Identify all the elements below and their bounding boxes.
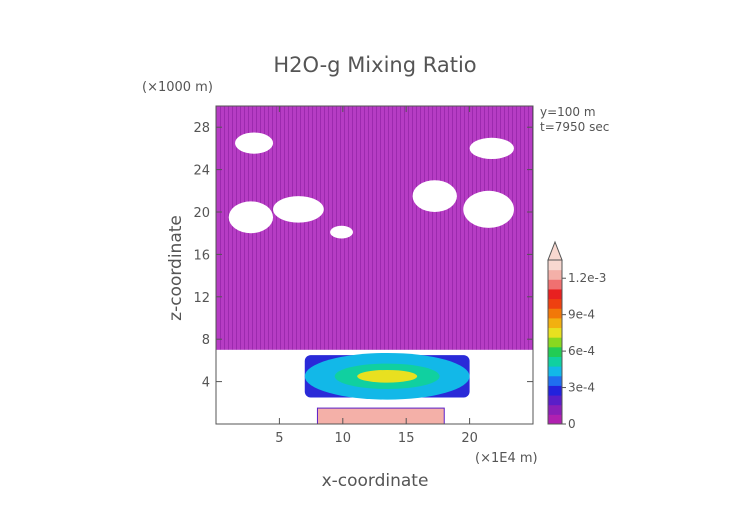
colorbar-tick-label: 0 <box>568 417 576 431</box>
y-tick-label: 20 <box>193 206 210 221</box>
x-unit-label: (×1E4 m) <box>475 451 538 466</box>
clear-air-pocket <box>463 190 514 228</box>
annotation-t: t=7950 sec <box>540 120 609 134</box>
clear-air-pocket <box>469 137 514 159</box>
colorbar-tick-label: 6e-4 <box>568 344 595 358</box>
x-tick-label: 20 <box>461 431 478 446</box>
y-tick-label: 24 <box>193 164 210 179</box>
x-tick-label: 15 <box>398 431 415 446</box>
colorbar-swatch <box>548 260 562 271</box>
colorbar-swatch <box>548 356 562 367</box>
clear-air-pocket <box>330 225 353 239</box>
x-tick-label: 10 <box>335 431 352 446</box>
colorbar-swatch <box>548 346 562 357</box>
plot-frame <box>215 105 534 425</box>
clear-air-pocket <box>273 196 324 223</box>
field-regions <box>216 106 533 424</box>
axis-ticks: 5 10 15 20 4 8 12 16 20 24 28 <box>193 106 533 446</box>
colorbar-swatch <box>548 327 562 338</box>
colorbar-swatch <box>548 308 562 319</box>
chart-title: H2O-g Mixing Ratio <box>273 53 476 77</box>
colorbar-swatch <box>548 317 562 329</box>
colorbar-swatch <box>548 404 562 415</box>
colorbar-extend-arrow <box>547 240 563 261</box>
colorbar-tick-label: 9e-4 <box>568 308 595 322</box>
colorbar: 0 3e-4 6e-4 9e-4 1.2e-3 <box>547 240 606 431</box>
clear-air-pocket <box>412 180 457 213</box>
colorbar-swatch <box>548 288 562 300</box>
y-tick-label: 16 <box>193 248 210 263</box>
colorbar-tick-label: 3e-4 <box>568 381 595 395</box>
colorbar-swatch <box>548 366 562 377</box>
clear-air-pocket <box>235 132 274 154</box>
y-tick-label: 28 <box>193 121 210 136</box>
colorbar-swatch <box>548 385 562 396</box>
y-unit-label: (×1000 m) <box>142 80 213 95</box>
colorbar-tick-label: 1.2e-3 <box>568 271 606 285</box>
y-axis-label: z-coordinate <box>166 215 186 321</box>
y-tick-label: 12 <box>193 291 210 306</box>
colorbar-swatch <box>548 269 562 280</box>
colorbar-swatch <box>548 337 562 348</box>
x-axis-label: x-coordinate <box>322 471 429 491</box>
colorbar-swatch <box>548 298 562 309</box>
y-tick-label: 4 <box>202 376 210 391</box>
colorbar-swatch <box>548 395 562 406</box>
region-cloud-band <box>304 352 470 400</box>
y-tick-label: 8 <box>202 333 210 348</box>
colorbar-swatch <box>548 414 562 425</box>
colorbar-swatch <box>548 375 562 386</box>
clear-air-pocket <box>228 201 274 234</box>
region-upper-moist-layer <box>216 106 533 350</box>
x-tick-label: 5 <box>275 431 283 446</box>
region-surface-layer <box>316 407 445 424</box>
colorbar-swatch <box>548 279 562 290</box>
annotation-y: y=100 m <box>540 105 596 119</box>
